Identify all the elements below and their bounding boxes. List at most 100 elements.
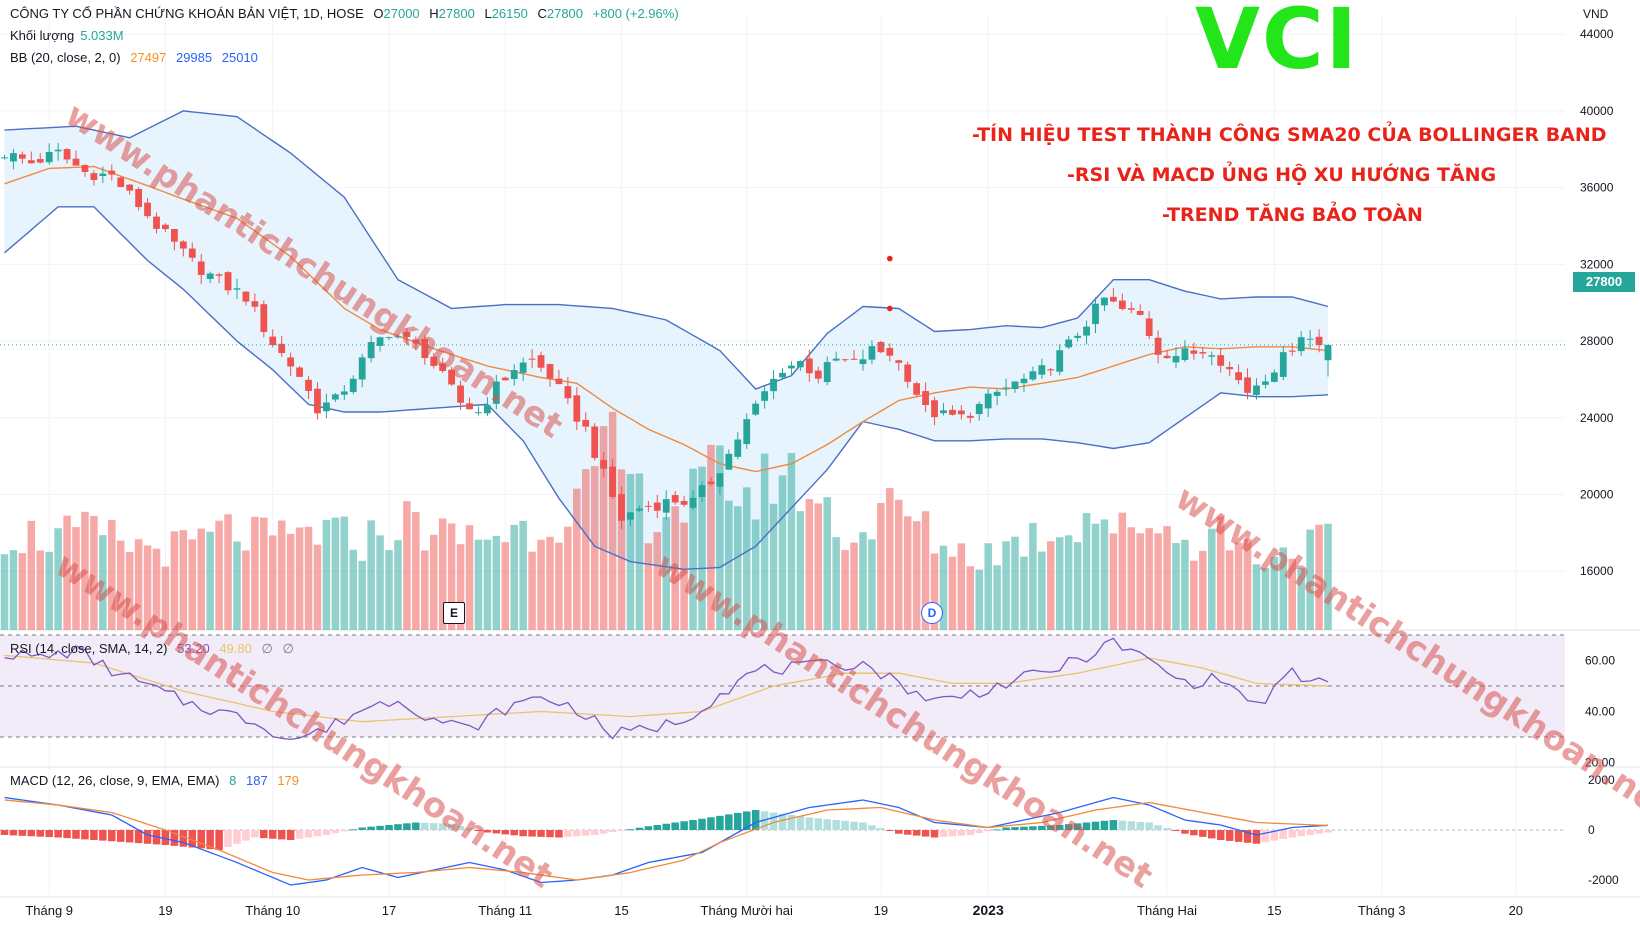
- candle-body: [331, 394, 339, 400]
- open-label: O: [373, 6, 384, 21]
- rsi-label: RSI (14, close, SMA, 14, 2): [10, 641, 168, 656]
- candle: [126, 184, 134, 195]
- volume-bar: [251, 516, 259, 630]
- candle-body: [1118, 300, 1126, 309]
- candle: [421, 335, 429, 365]
- candle: [743, 413, 751, 449]
- volume-bar: [483, 539, 492, 630]
- macd-hist-bar: [680, 821, 688, 830]
- volume-bar: [895, 499, 903, 630]
- candle: [492, 374, 500, 410]
- note-1: -TÍN HIỆU TEST THÀNH CÔNG SMA20 CỦA BOLL…: [972, 124, 1607, 146]
- macd-hist-bar: [716, 815, 724, 830]
- macd-hist-bar: [269, 830, 277, 839]
- candle-body: [841, 359, 849, 361]
- macd-hist-bar: [1208, 830, 1216, 839]
- macd-hist-value: 8: [229, 773, 237, 788]
- macd-label: MACD (12, 26, close, 9, EMA, EMA): [10, 773, 220, 788]
- volume-bar: [45, 551, 53, 630]
- candle: [779, 368, 786, 381]
- candle-body: [636, 508, 643, 511]
- candle-body: [949, 409, 956, 415]
- candle-body: [197, 261, 205, 275]
- macd-hist-bar: [796, 816, 805, 830]
- candle-body: [394, 336, 402, 338]
- macd-hist-bar: [1154, 825, 1162, 830]
- candle: [546, 363, 554, 387]
- candle: [501, 376, 509, 381]
- volume-bar: [528, 551, 536, 630]
- candle: [1297, 331, 1305, 356]
- candle-body: [913, 383, 921, 395]
- earnings-badge[interactable]: E: [443, 602, 465, 624]
- macd-hist-bar: [1199, 830, 1207, 837]
- price-tick-label: 16000: [1580, 564, 1614, 578]
- macd-hist-bar: [698, 818, 706, 830]
- candle: [975, 401, 983, 421]
- volume-bar: [778, 475, 787, 630]
- candle-body: [314, 388, 321, 414]
- candle-body: [403, 332, 411, 337]
- candle: [877, 340, 885, 354]
- candle-body: [716, 473, 724, 487]
- candle-body: [367, 342, 375, 359]
- volume-bar: [1234, 542, 1243, 630]
- volume-bar: [939, 545, 948, 630]
- volume-bar: [635, 473, 644, 630]
- candle: [707, 476, 715, 486]
- candle: [314, 382, 321, 420]
- candle-body: [671, 495, 679, 503]
- macd-hist-bar: [903, 830, 912, 835]
- macd-hist-bar: [233, 830, 241, 844]
- note-3: -TREND TĂNG BẢO TOÀN: [1162, 204, 1423, 226]
- candle-body: [779, 372, 786, 378]
- volume-bar: [501, 542, 510, 630]
- candle-body: [376, 337, 384, 346]
- candle: [135, 187, 143, 211]
- macd-hist-bar: [9, 830, 18, 836]
- rsi-line: [4, 637, 1329, 741]
- volume-bar: [787, 453, 796, 630]
- time-tick-label: Tháng 11: [478, 903, 532, 918]
- candle: [984, 389, 992, 417]
- volume-bar: [90, 515, 98, 630]
- macd-hist-bar: [608, 830, 617, 833]
- candle-body: [707, 481, 715, 485]
- rsi-tick-label: 40.00: [1585, 704, 1615, 718]
- candle: [555, 370, 563, 385]
- macd-hist-bar: [653, 825, 662, 830]
- macd-hist-bar: [340, 830, 349, 832]
- candle: [144, 197, 151, 219]
- macd-tick-label: -2000: [1588, 873, 1619, 887]
- volume-bar: [116, 540, 125, 630]
- candle-body: [296, 367, 303, 377]
- candle-body: [1181, 348, 1189, 361]
- candle-body: [931, 400, 938, 418]
- candle-body: [99, 173, 107, 177]
- candle: [412, 336, 420, 351]
- volume-bar: [769, 503, 778, 630]
- macd-hist-bar: [179, 830, 188, 847]
- macd-hist-bar: [1109, 820, 1118, 830]
- candle: [1163, 349, 1171, 359]
- candle: [242, 290, 250, 306]
- candle-body: [179, 241, 187, 249]
- candle-body: [72, 158, 80, 166]
- dividend-badge[interactable]: D: [921, 602, 943, 624]
- macd-signal-line: [4, 799, 1329, 881]
- candle-body: [564, 386, 572, 399]
- open-value: 27000: [383, 6, 420, 21]
- candle-body: [1315, 336, 1323, 346]
- macd-hist-bar: [1234, 830, 1243, 842]
- candle-body: [340, 391, 348, 395]
- volume-bar: [582, 469, 590, 630]
- candle: [573, 387, 581, 430]
- last-price-tag: 27800: [1573, 272, 1635, 292]
- volume-bar: [269, 535, 277, 630]
- candle-body: [1217, 355, 1225, 366]
- candle-body: [1020, 378, 1028, 384]
- candle: [993, 389, 1001, 406]
- candle-body: [1235, 372, 1242, 381]
- candle-body: [144, 202, 151, 217]
